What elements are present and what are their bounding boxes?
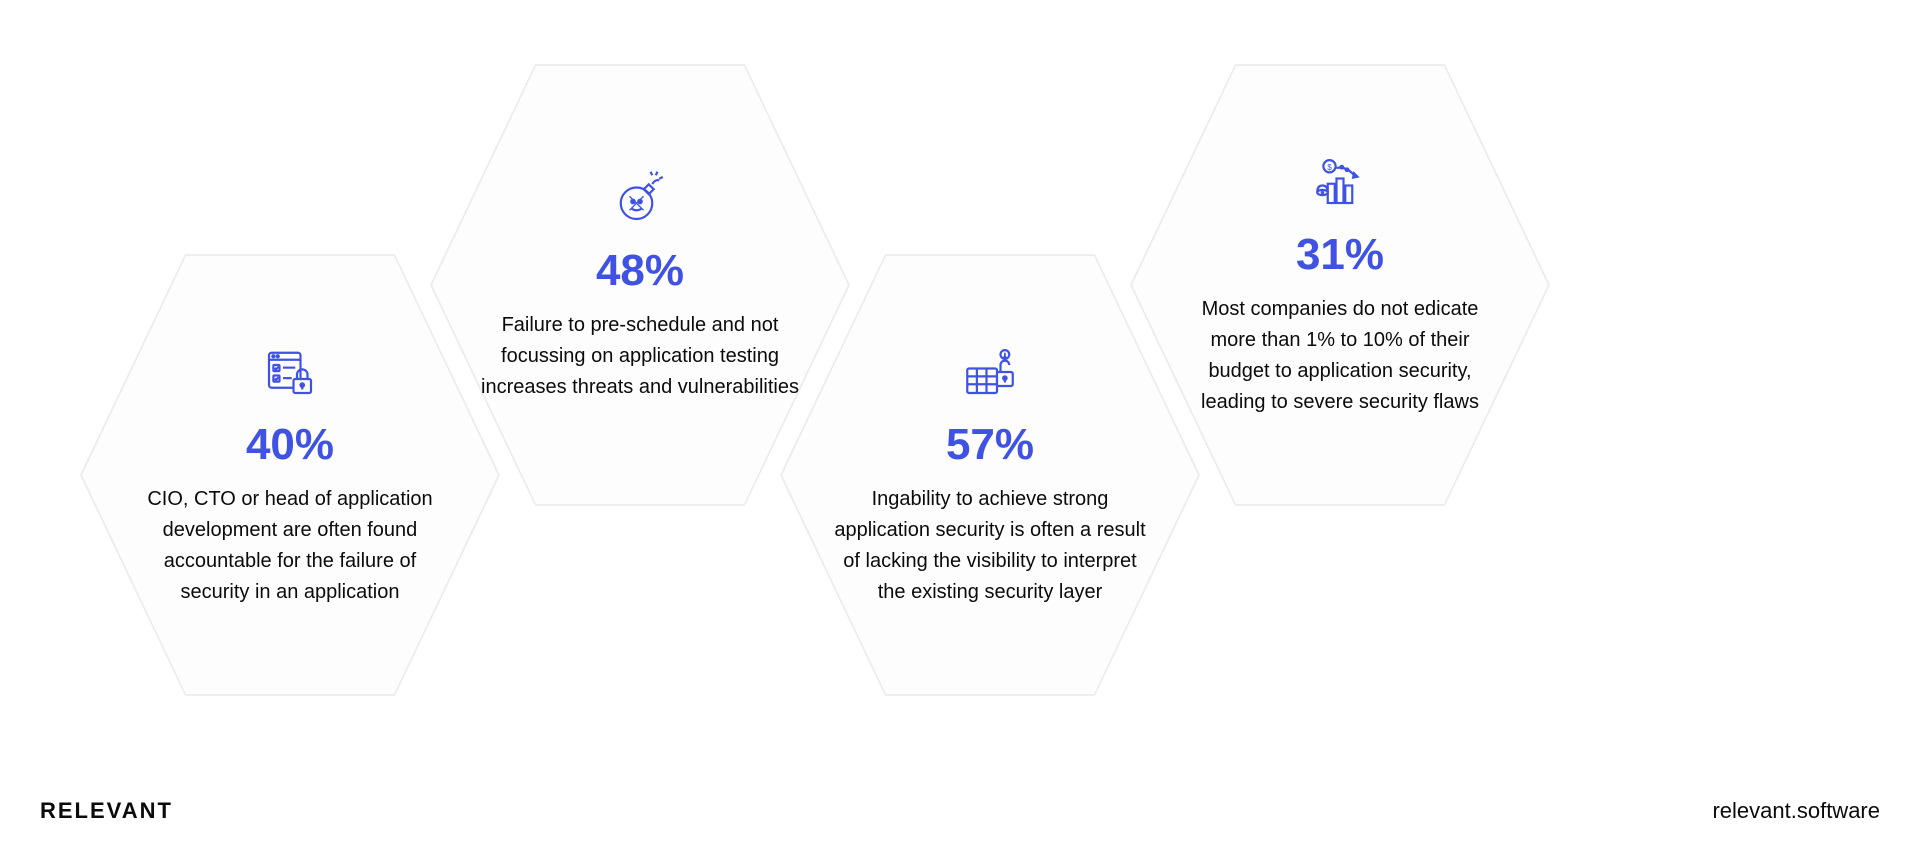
bomb-skull-icon <box>610 168 670 228</box>
stat-description: Failure to pre-schedule and not focussin… <box>480 310 800 403</box>
source-url: relevant.software <box>1712 798 1880 824</box>
stat-percentage: 40% <box>246 420 334 470</box>
stat-description: Ingability to achieve strong application… <box>830 484 1150 608</box>
hex-card-4: $ 31% Most companies do not edicate more… <box>1130 45 1550 525</box>
stat-percentage: 48% <box>596 246 684 296</box>
stat-percentage: 31% <box>1296 230 1384 280</box>
hex-content: $ 31% Most companies do not edicate more… <box>1130 45 1550 525</box>
stat-percentage: 57% <box>946 420 1034 470</box>
brand-logo: RELEVANT <box>40 798 173 824</box>
svg-text:$: $ <box>1327 163 1332 172</box>
money-decline-icon: $ <box>1310 152 1370 212</box>
stat-description: CIO, CTO or head of application developm… <box>130 484 450 608</box>
checklist-lock-icon <box>260 342 320 402</box>
stat-description: Most companies do not edicate more than … <box>1180 294 1500 418</box>
server-unlock-icon <box>960 342 1020 402</box>
